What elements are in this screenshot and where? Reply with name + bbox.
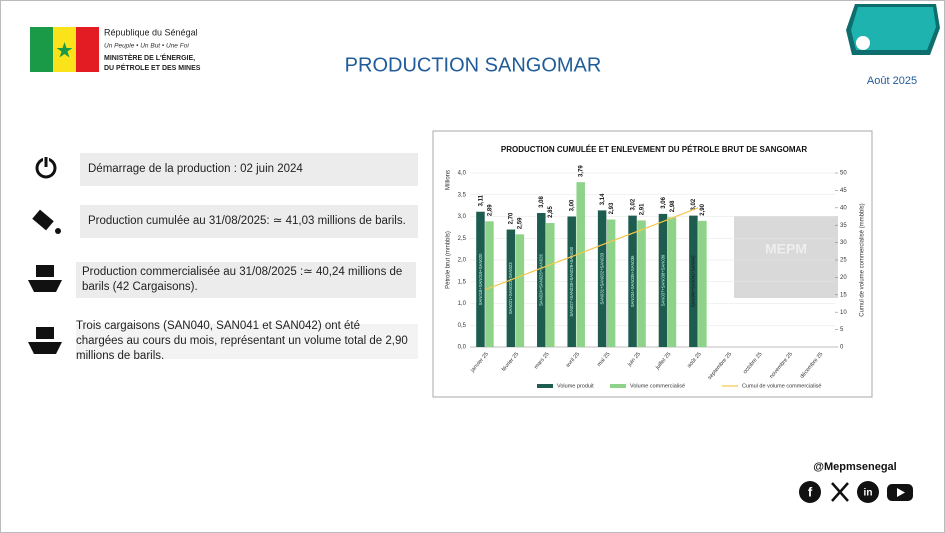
motto: Un Peuple • Un But • Une Foi	[104, 43, 189, 50]
y-tick-label: 0,0	[458, 345, 467, 351]
bar	[476, 211, 485, 347]
logo	[846, 4, 940, 55]
y2-tick-label: 20	[840, 275, 847, 281]
y2-tick-label: 35	[840, 223, 847, 229]
y2-axis-label: Cumul de volume commercialisé (mmbbls)	[860, 203, 866, 316]
data-label: 2,98	[670, 200, 676, 212]
bar	[546, 223, 555, 347]
bar-annotation: SAN040+SAN041+SAN042	[691, 255, 696, 307]
bar-annotation: SAN021+SAN022+SAN023	[508, 262, 513, 314]
y-tick-label: 2,0	[458, 258, 467, 264]
country: République du Sénégal	[104, 27, 198, 37]
social-handle: @Mepmsenegal	[813, 461, 896, 473]
data-label: 3,14	[600, 193, 606, 205]
icons	[28, 156, 62, 354]
bar	[667, 217, 677, 347]
bar-annotation: SAN037+SAN038+SAN039	[660, 254, 665, 306]
legend-swatch	[537, 384, 553, 388]
bar	[537, 213, 546, 347]
y-tick-label: 0,5	[458, 323, 467, 329]
y-axis-label: Pétrole brut (mmbbls)	[446, 231, 452, 289]
data-label: 2,59	[518, 217, 524, 229]
bar	[658, 213, 668, 347]
data-label: 3,00	[570, 199, 576, 211]
svg-text:f: f	[808, 484, 813, 499]
chart-title: PRODUCTION CUMULÉE ET ENLEVEMENT DU PÉTR…	[501, 145, 807, 154]
ministry: DU PÉTROLE ET DES MINES	[104, 63, 201, 72]
line-series	[484, 207, 699, 291]
bar-annotation: SAN031+SAN032+SAN033	[599, 252, 604, 304]
legend-label: Cumul de volume commercialisé	[742, 383, 821, 389]
info-box: Trois cargaisons (SAN040, SAN041 et SAN0…	[76, 320, 418, 362]
y-tick-label: 1,5	[458, 279, 467, 285]
bar-annotation: SAN027+SAN028+SAN029+SAN030	[569, 246, 574, 316]
y2-tick-label: 45	[840, 188, 847, 194]
bar	[689, 215, 698, 347]
data-label: 2,90	[700, 203, 706, 215]
bar	[515, 234, 525, 347]
info-box: Production commercialisée au 31/08/2025 …	[76, 262, 416, 298]
bar-annotation: SAN034+SAN035+SAN036	[630, 255, 635, 307]
y-tick-label: 1,0	[458, 301, 467, 307]
y-tick-label: 3,5	[458, 192, 467, 198]
y2-tick-label: 0	[840, 345, 844, 351]
ministry: MINISTÈRE DE L'ÉNERGIE,	[104, 53, 195, 62]
y2-tick-label: 30	[840, 240, 847, 246]
bar	[485, 221, 494, 347]
data-label: 3,79	[579, 165, 585, 177]
date: Août 2025	[867, 75, 917, 87]
bar	[506, 229, 516, 347]
data-label: 2,85	[548, 206, 554, 218]
watermark: MEPM	[765, 241, 807, 257]
legend-label: Volume produit	[557, 383, 594, 389]
legend-label: Volume commercialisé	[630, 383, 685, 389]
data-label: 3,06	[661, 196, 667, 208]
y2-tick-label: 40	[840, 205, 847, 211]
bar	[567, 216, 576, 347]
info-box: Démarrage de la production : 02 juin 202…	[80, 153, 418, 186]
data-label: 2,89	[487, 204, 493, 216]
data-label: 2,91	[639, 203, 645, 215]
info-box: Production cumulée au 31/08/2025: ≃ 41,0…	[80, 205, 418, 238]
y-tick-label: 3,0	[458, 214, 467, 220]
bar-annotation: SAN024+SAN025+SAN026	[539, 254, 544, 306]
data-label: 3,02	[630, 198, 636, 210]
data-label: 3,08	[539, 196, 545, 208]
y-tick-label: 2,5	[458, 236, 467, 242]
data-label: 3,11	[478, 194, 484, 206]
bar	[698, 220, 707, 347]
bar	[576, 182, 585, 347]
data-label: 2,93	[609, 202, 615, 214]
social-icons[interactable]: f in	[799, 481, 913, 503]
svg-text:in: in	[864, 488, 873, 499]
y2-tick-label: 10	[840, 310, 847, 316]
y2-tick-label: 15	[840, 292, 847, 298]
y-unit: Millions	[446, 170, 452, 190]
y2-tick-label: 5	[840, 327, 844, 333]
y2-tick-label: 25	[840, 258, 847, 264]
data-label: 3,02	[691, 198, 697, 210]
slide-title: PRODUCTION SANGOMAR	[345, 54, 602, 76]
bar	[628, 215, 637, 347]
watermark-box	[734, 216, 838, 298]
y-tick-label: 4,0	[458, 171, 467, 177]
data-label: 2,70	[509, 212, 515, 224]
y2-tick-label: 50	[840, 171, 847, 177]
bar	[637, 220, 646, 347]
bar	[597, 210, 607, 347]
bar	[606, 219, 616, 347]
bar-annotation: SAN018+SAN019+SAN020	[478, 253, 483, 305]
legend-swatch	[610, 384, 626, 388]
flag	[30, 27, 99, 72]
